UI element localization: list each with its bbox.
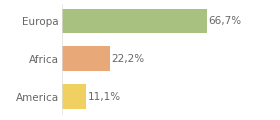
Text: 66,7%: 66,7% (208, 16, 241, 26)
Text: 22,2%: 22,2% (112, 54, 145, 64)
Bar (62, 9, 207, 33)
Bar (62, 84, 86, 109)
Bar (62, 46, 110, 71)
Text: 11,1%: 11,1% (87, 92, 121, 102)
